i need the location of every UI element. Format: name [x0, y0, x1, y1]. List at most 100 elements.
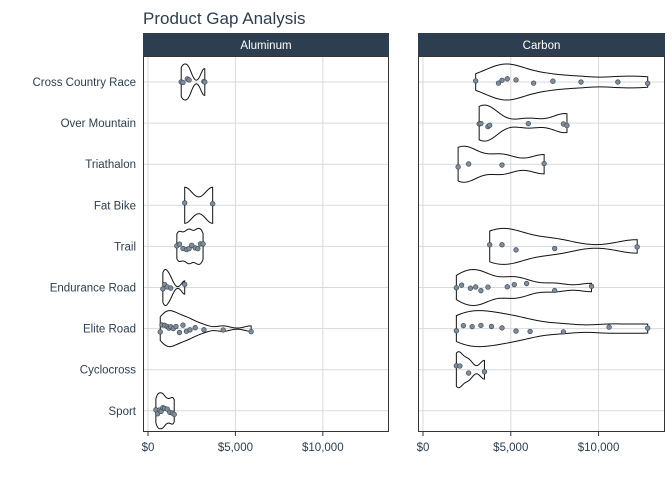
point-over-mountain-4 — [525, 120, 531, 127]
x-tick-label-2: $10,000 — [578, 442, 620, 454]
point-trail-7 — [195, 246, 201, 252]
violin-group-fat-bike — [182, 186, 216, 224]
point-elite-road-7 — [173, 323, 179, 330]
point-cyclocross-3 — [481, 369, 488, 375]
y-label-trail: Trail — [114, 241, 136, 253]
point-elite-road-11 — [187, 327, 193, 333]
point-trail-5 — [189, 242, 195, 248]
x-tick-label-0: $0 — [142, 442, 155, 454]
violin-group-cross-country-race — [473, 63, 651, 101]
point-sport-9 — [171, 411, 177, 418]
panels: Aluminum $0 $5,000 $10,000 Carbon $0 $5,000 $10… — [142, 33, 665, 454]
point-trail-4 — [634, 244, 640, 250]
point-triathalon-0 — [455, 164, 461, 170]
point-cross-country-race-8 — [615, 79, 621, 85]
violin-trail — [489, 227, 638, 265]
violin-group-triathalon — [455, 145, 547, 183]
violin-group-trail — [174, 227, 206, 265]
point-endurance-road-4 — [182, 281, 188, 288]
point-elite-road-13 — [201, 327, 207, 333]
point-cyclocross-1 — [457, 363, 463, 369]
violin-endurance-road — [162, 268, 186, 307]
violin-group-elite-road — [157, 310, 254, 348]
point-cross-country-race-6 — [550, 78, 556, 84]
point-over-mountain-1 — [478, 120, 484, 127]
point-cross-country-race-7 — [578, 79, 584, 85]
point-elite-road-7 — [527, 328, 533, 335]
point-cross-country-race-2 — [499, 77, 505, 83]
y-label-cyclocross: Cyclocross — [80, 365, 136, 377]
violin-group-over-mountain — [476, 104, 570, 142]
x-tick-label-1: $5,000 — [218, 442, 253, 454]
y-label-cross-country-race: Cross Country Race — [32, 77, 136, 89]
strip-carbon — [418, 33, 665, 56]
point-elite-road-9 — [606, 324, 612, 330]
point-endurance-road-7 — [511, 281, 517, 288]
strip-label-aluminum: Aluminum — [240, 40, 291, 52]
violin-group-cyclocross — [453, 351, 488, 389]
point-trail-2 — [513, 247, 519, 253]
point-cross-country-race-5 — [202, 79, 208, 85]
point-over-mountain-6 — [564, 122, 570, 129]
point-elite-road-0 — [157, 329, 163, 335]
y-axis-labels: Cross Country Race Over Mountain Triathalo… — [32, 77, 136, 418]
y-label-elite-road: Elite Road — [83, 324, 136, 336]
point-elite-road-5 — [499, 325, 505, 331]
point-endurance-road-0 — [453, 285, 460, 291]
violin-trail — [176, 227, 204, 265]
y-label-sport: Sport — [109, 406, 137, 418]
point-elite-road-0 — [453, 328, 460, 334]
point-endurance-road-5 — [485, 284, 491, 290]
point-elite-road-2 — [469, 323, 475, 330]
point-endurance-road-6 — [504, 284, 510, 290]
violin-cross-country-race — [180, 63, 206, 101]
violin-cross-country-race — [475, 63, 649, 101]
point-triathalon-1 — [465, 161, 472, 167]
chart-title: Product Gap Analysis — [143, 9, 306, 28]
point-trail-0 — [487, 242, 493, 248]
point-endurance-road-0 — [160, 286, 166, 292]
violin-endurance-road — [455, 268, 593, 307]
point-endurance-road-3 — [473, 284, 479, 290]
violin-group-endurance-road — [453, 268, 595, 307]
point-trail-1 — [499, 242, 505, 248]
panel-border — [418, 56, 665, 432]
violin-sport — [155, 392, 175, 430]
point-fat-bike-1 — [210, 201, 216, 207]
point-cross-country-race-1 — [180, 79, 186, 86]
point-cross-country-race-1 — [495, 80, 502, 86]
point-trail-9 — [200, 241, 206, 247]
point-cross-country-race-0 — [473, 78, 479, 84]
point-elite-road-14 — [220, 327, 226, 333]
point-endurance-road-10 — [588, 283, 595, 289]
violin-over-mountain — [478, 104, 568, 142]
point-elite-road-9 — [180, 322, 186, 328]
violin-triathalon — [457, 145, 545, 183]
y-label-fat-bike: Fat Bike — [94, 200, 136, 212]
x-tick-label-1: $5,000 — [493, 442, 528, 454]
panel-carbon: Carbon $0 $5,000 $10,000 — [417, 33, 665, 454]
point-cyclocross-2 — [465, 370, 472, 376]
violin-group-elite-road — [453, 310, 651, 348]
point-triathalon-3 — [541, 161, 547, 167]
violin-group-cross-country-race — [178, 63, 208, 101]
violin-elite-road — [455, 310, 649, 348]
point-cross-country-race-9 — [645, 80, 651, 86]
x-tick-label-2: $10,000 — [302, 442, 344, 454]
point-elite-road-6 — [513, 328, 519, 334]
point-elite-road-15 — [248, 328, 254, 335]
point-trail-1 — [176, 241, 183, 247]
point-endurance-road-1 — [458, 282, 465, 288]
point-elite-road-4 — [488, 323, 495, 330]
point-endurance-road-8 — [523, 280, 530, 287]
point-elite-road-8 — [176, 329, 183, 336]
point-elite-road-1 — [460, 322, 467, 329]
point-endurance-road-9 — [552, 287, 558, 294]
violin-group-sport — [153, 392, 177, 430]
strip-aluminum — [143, 33, 389, 56]
panel-border — [143, 56, 389, 432]
violin-cyclocross — [455, 351, 485, 389]
point-trail-4 — [186, 245, 192, 252]
panel-background — [418, 56, 665, 432]
